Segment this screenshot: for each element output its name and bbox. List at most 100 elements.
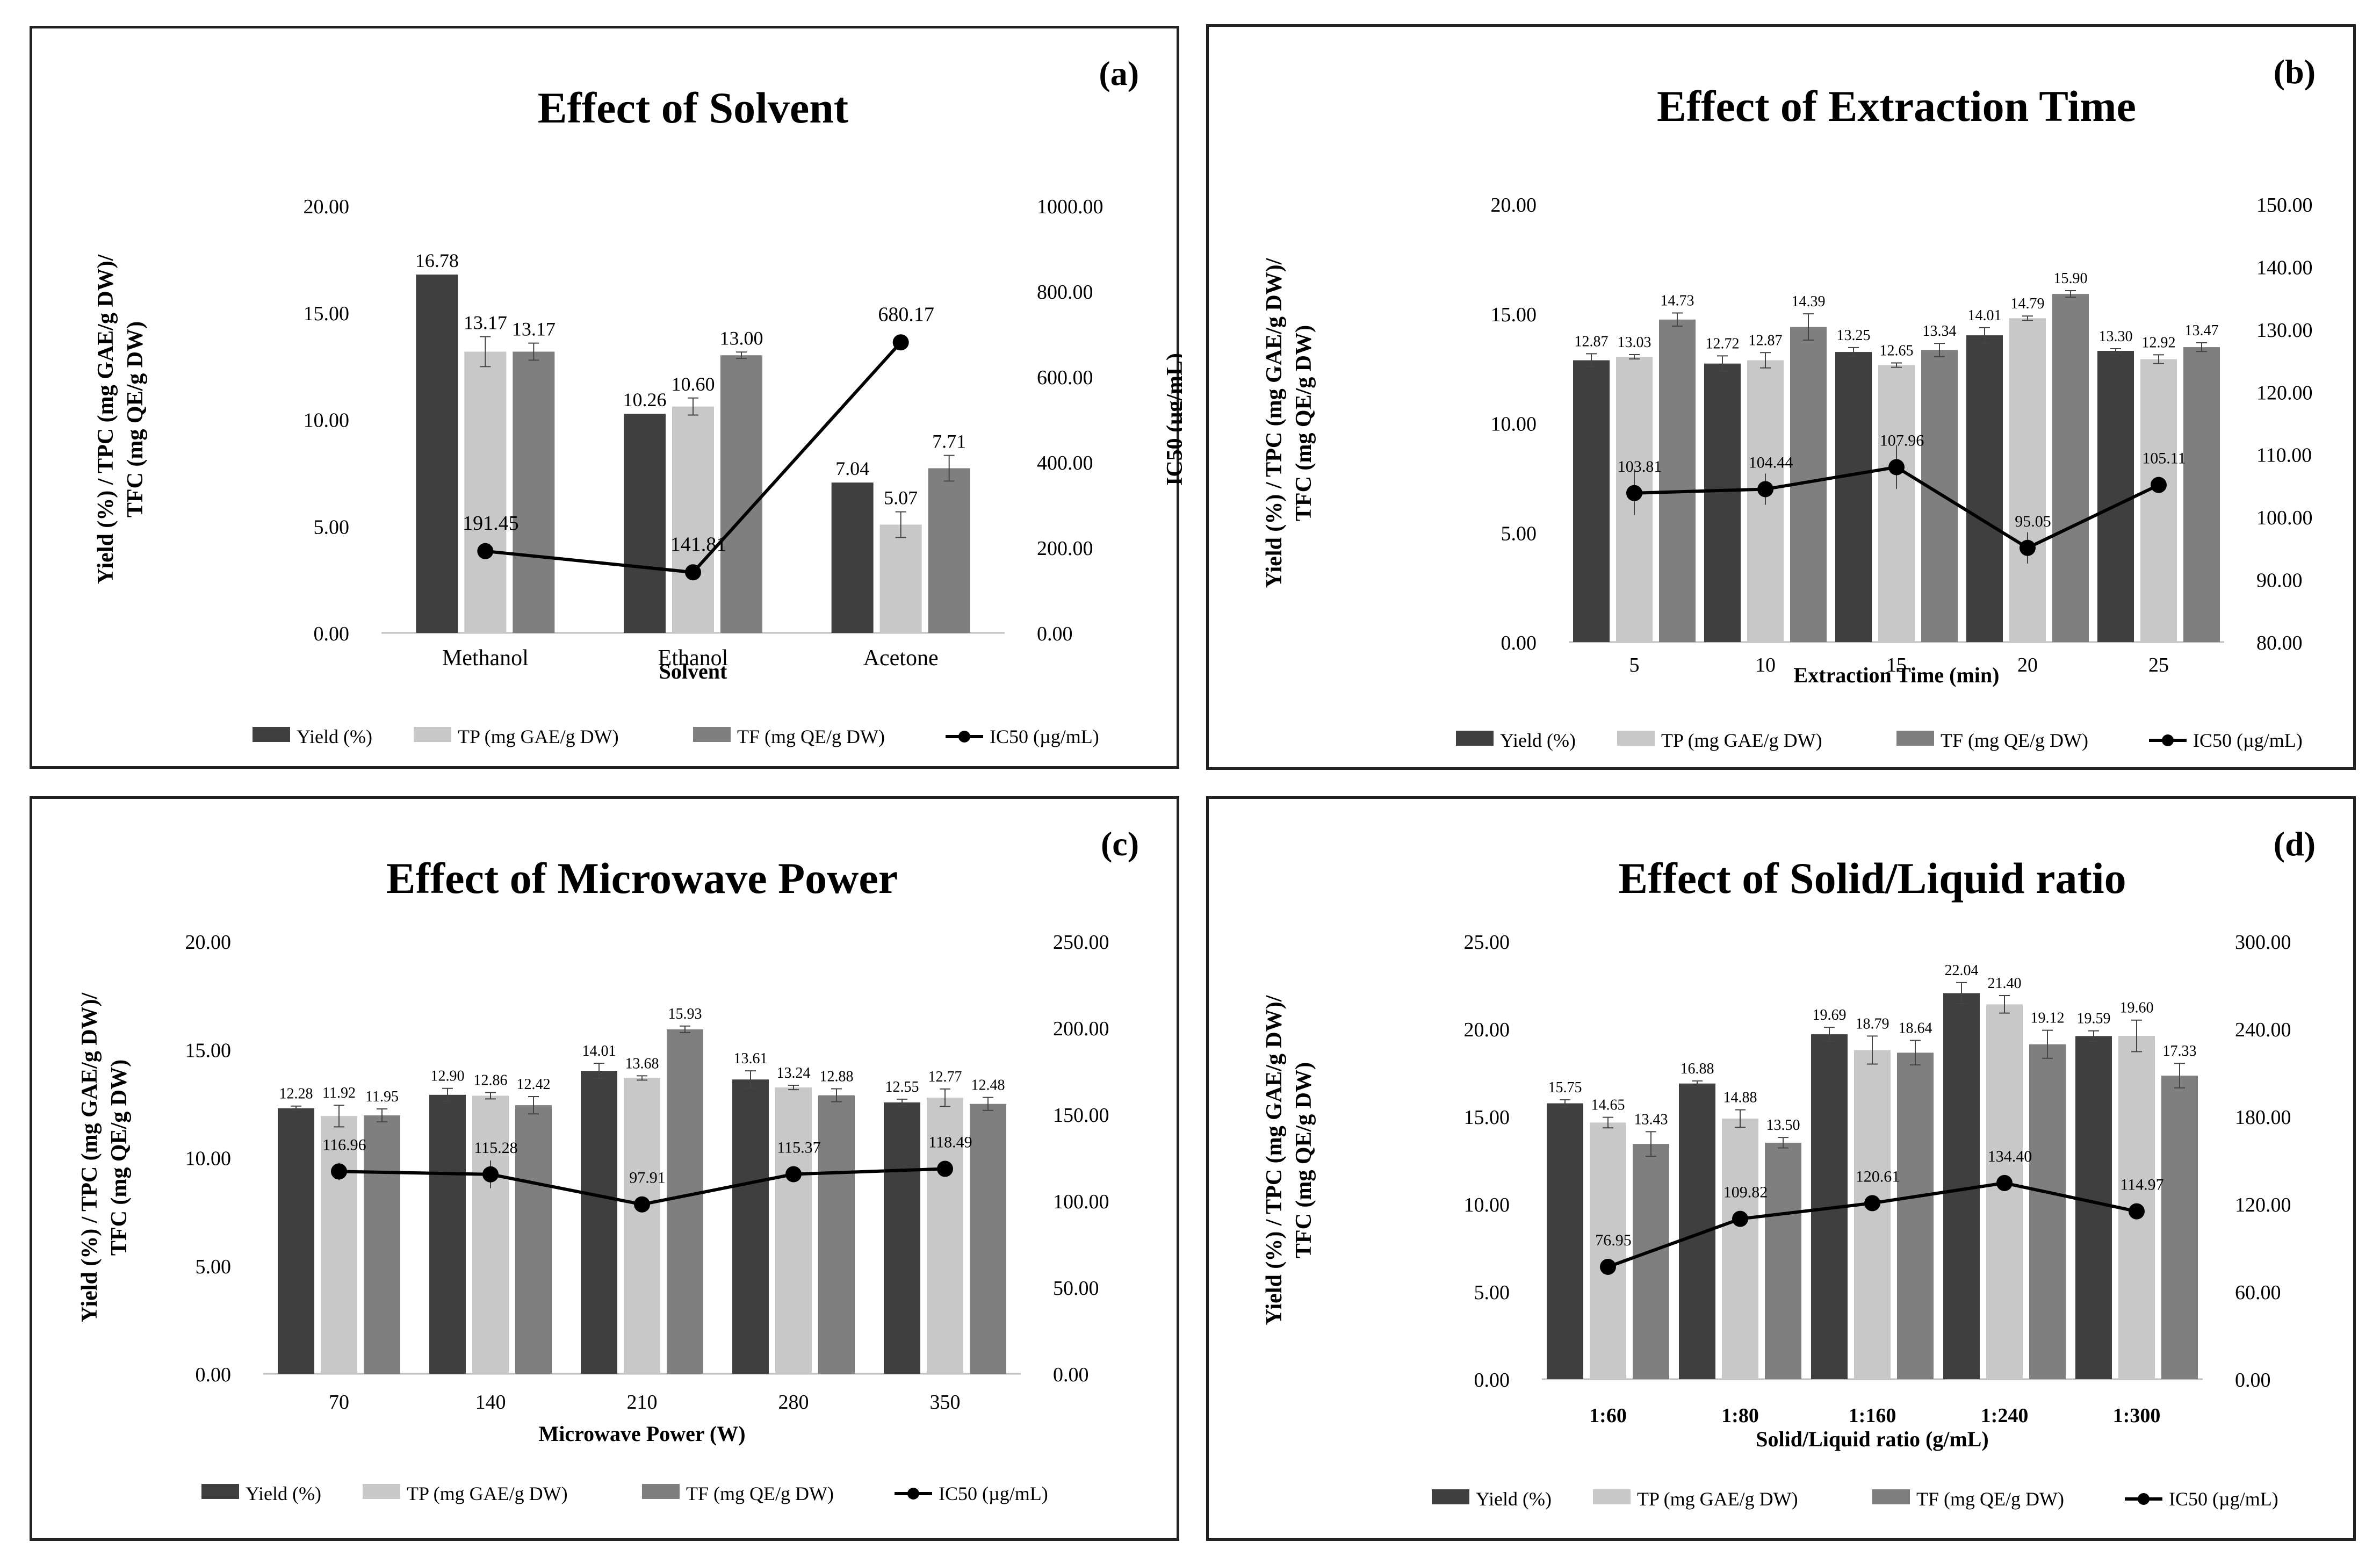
chart-svg: (d) Effect of Solid/Liquid ratio 0.00 5.00 1… (1262, 825, 2316, 1510)
bar-value-label: 22.04 (1945, 962, 1979, 979)
y-axis-title: Yield (%) / TPC (mg GAE/g DW)/ (1262, 994, 1287, 1325)
chart-svg: (c) Effect of Microwave Power 0.00 5.00 10.0… (77, 825, 1182, 1504)
bar-value-label: 11.92 (322, 1085, 356, 1101)
y-tick-label: 10.00 (304, 409, 350, 432)
x-tick-label: 1:60 (1589, 1404, 1627, 1427)
bar (1966, 335, 2003, 642)
bar-value-label: 12.87 (1575, 333, 1609, 350)
ic50-point (482, 1166, 499, 1183)
bar (1573, 360, 1610, 642)
bar-value-label: 13.47 (2185, 322, 2219, 339)
y2-tick-label: 110.00 (2256, 444, 2312, 467)
bar (1633, 1144, 1669, 1379)
y2-tick-label: 120.00 (2256, 381, 2313, 404)
bar-value-label: 13.25 (1837, 327, 1871, 344)
bar-value-label: 12.87 (1749, 332, 1783, 349)
bar (515, 1105, 552, 1374)
bar-value-label: 16.78 (415, 250, 459, 271)
legend-yield-label: Yield (%) (1500, 730, 1576, 751)
legend-tp-swatch (363, 1484, 400, 1499)
y-tick-label: 10.00 (1491, 413, 1537, 436)
legend-tf-label: TF (mg QE/g DW) (686, 1483, 834, 1504)
legend-yield-swatch (201, 1484, 239, 1499)
bar (472, 1095, 509, 1374)
ic50-value-label: 76.95 (1595, 1231, 1632, 1249)
y2-axis-title: IC50 (µg/mL) (1179, 1091, 1182, 1224)
y2-tick-label: 0.00 (2235, 1369, 2271, 1392)
x-tick-label: 70 (329, 1391, 349, 1414)
panel-b: (b) Effect of Extraction Time 0.00 5.00 10.0… (1206, 24, 2356, 770)
y-axis-title: TFC (mg QE/g DW) (107, 1059, 132, 1256)
bar-value-label: 13.17 (512, 319, 556, 340)
y2-tick-label: 800.00 (1037, 281, 1093, 304)
legend-tp-swatch (1593, 1489, 1631, 1504)
y-tick-label: 20.00 (304, 196, 350, 218)
legend-tf-label: TF (mg QE/g DW) (1941, 730, 2088, 751)
x-axis-title: Microwave Power (W) (538, 1422, 745, 1446)
bar (581, 1071, 617, 1374)
y2-tick-label: 300.00 (2235, 931, 2291, 954)
bar (1921, 350, 1958, 642)
bar (970, 1104, 1006, 1374)
ic50-point (634, 1196, 650, 1213)
bar-value-label: 13.24 (777, 1065, 811, 1082)
bar (2075, 1036, 2112, 1379)
y2-tick-label: 120.00 (2235, 1194, 2291, 1216)
bar (1722, 1118, 1758, 1379)
x-tick-label: 210 (627, 1391, 658, 1414)
ic50-point (477, 543, 494, 559)
panel-label: (a) (1099, 54, 1139, 92)
legend-tp-label: TP (mg GAE/g DW) (407, 1483, 568, 1504)
ic50-value-label: 120.61 (1856, 1167, 1900, 1185)
legend-tf-swatch (1896, 731, 1934, 746)
y-tick-label: 5.00 (196, 1256, 232, 1278)
bar (416, 274, 458, 633)
y-tick-label: 15.00 (185, 1039, 232, 1062)
bar-value-label: 17.33 (2163, 1043, 2197, 1059)
legend-ic50-marker (2162, 734, 2174, 746)
y2-tick-label: 240.00 (2235, 1019, 2291, 1041)
y-tick-label: 0.00 (1474, 1369, 1510, 1392)
bar (732, 1079, 769, 1374)
legend-tf-swatch (693, 727, 731, 742)
chart-title: Effect of Microwave Power (386, 854, 898, 903)
y2-tick-label: 600.00 (1037, 366, 1093, 389)
legend-ic50-label: IC50 (µg/mL) (990, 726, 1099, 747)
bar (928, 468, 970, 633)
legend-tp-label: TP (mg GAE/g DW) (458, 726, 619, 747)
bar (2052, 294, 2089, 642)
bar-value-label: 13.03 (1618, 334, 1651, 351)
bar (2140, 359, 2177, 642)
bar (672, 406, 714, 633)
legend-yield-swatch (1456, 731, 1494, 746)
chart-svg: (a) Effect of Solvent 0.00 5.00 10.00 15.00 20… (93, 54, 1182, 747)
bar-value-label: 13.50 (1766, 1117, 1800, 1134)
bar-value-label: 14.65 (1591, 1097, 1625, 1114)
bar (1897, 1053, 1934, 1379)
bar (1659, 319, 1696, 642)
y-tick-label: 25.00 (1464, 931, 1510, 954)
legend-tf-label: TF (mg QE/g DW) (1916, 1488, 2064, 1510)
bar-value-label: 12.48 (971, 1077, 1005, 1094)
bar-value-label: 14.73 (1661, 293, 1694, 309)
bar-value-label: 13.17 (464, 312, 507, 334)
ic50-value-label: 134.40 (1988, 1148, 2032, 1165)
x-tick-label: 1:300 (2113, 1404, 2161, 1427)
ic50-value-label: 104.44 (1749, 453, 1793, 471)
legend-yield-label: Yield (%) (246, 1483, 321, 1504)
ic50-value-label: 105.11 (2142, 450, 2186, 467)
x-tick-label: 350 (930, 1391, 961, 1414)
bar (1835, 352, 1872, 642)
x-tick-label: 1:240 (1981, 1404, 2029, 1427)
bar (624, 414, 666, 633)
legend-ic50-marker (907, 1488, 919, 1500)
ic50-point (937, 1160, 953, 1177)
legend-yield-label: Yield (%) (297, 726, 372, 747)
bar-value-label: 12.55 (885, 1079, 919, 1095)
panel-label: (b) (2274, 53, 2316, 91)
bar (2161, 1076, 2198, 1379)
chart-title: Effect of Solid/Liquid ratio (1618, 854, 2126, 903)
ic50-point (1864, 1195, 1880, 1212)
y-tick-label: 15.00 (1464, 1106, 1510, 1129)
x-tick-label: 15 (1886, 654, 1907, 676)
